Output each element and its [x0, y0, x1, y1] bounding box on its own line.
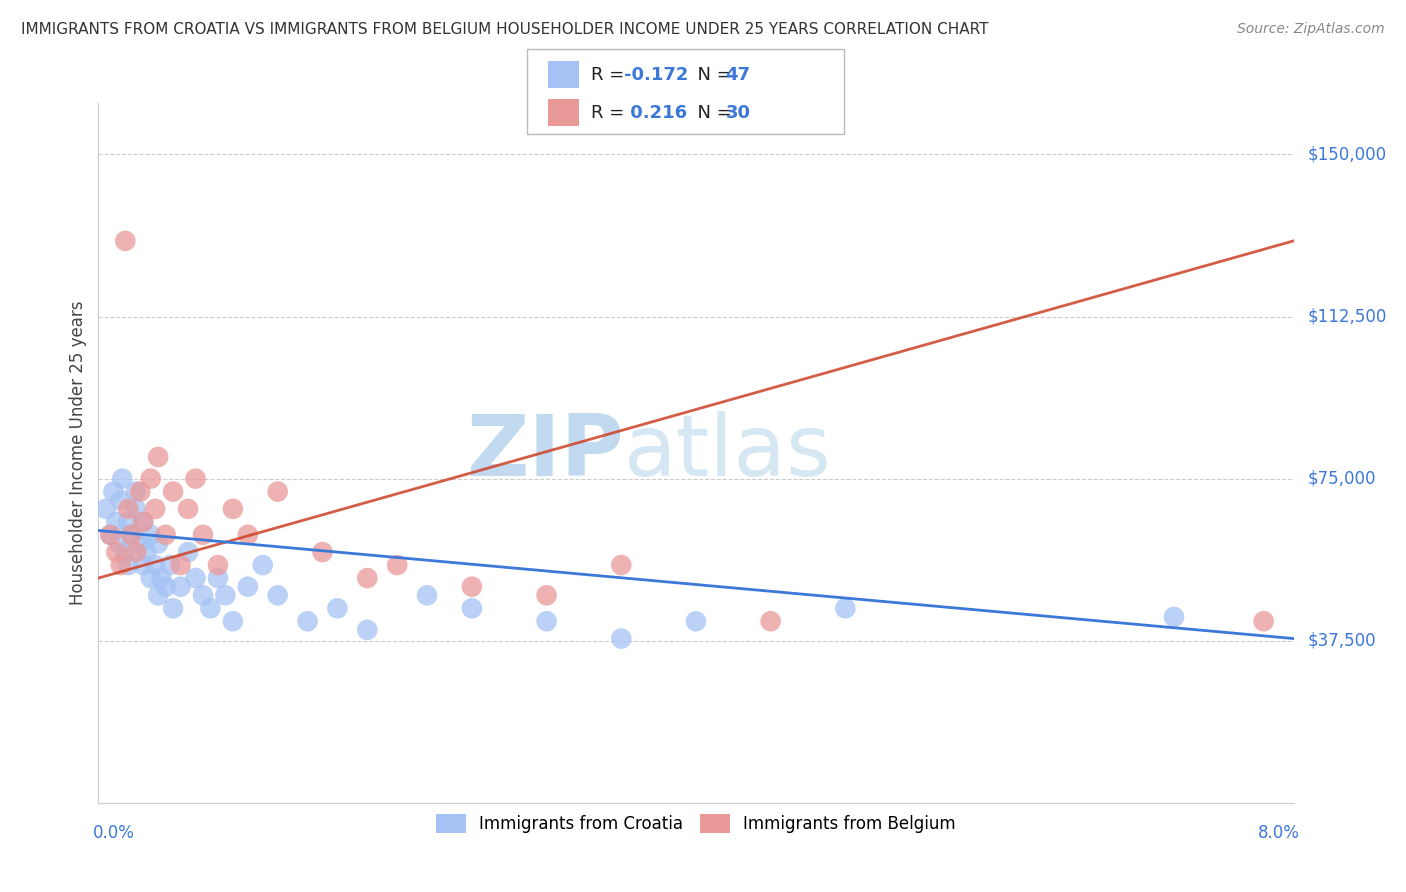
Text: IMMIGRANTS FROM CROATIA VS IMMIGRANTS FROM BELGIUM HOUSEHOLDER INCOME UNDER 25 Y: IMMIGRANTS FROM CROATIA VS IMMIGRANTS FR… — [21, 22, 988, 37]
Point — [117, 501, 139, 516]
Point — [132, 515, 155, 529]
Legend: Immigrants from Croatia, Immigrants from Belgium: Immigrants from Croatia, Immigrants from… — [429, 807, 963, 840]
Point — [207, 571, 229, 585]
Text: 0.0%: 0.0% — [93, 824, 135, 842]
Point — [162, 601, 184, 615]
Point — [148, 536, 170, 550]
Point — [184, 472, 207, 486]
Point — [461, 601, 484, 615]
Point — [207, 558, 229, 572]
Point — [326, 601, 349, 615]
Point — [155, 528, 177, 542]
Point — [117, 558, 139, 572]
Point — [191, 588, 214, 602]
Text: N =: N = — [686, 103, 738, 121]
Point — [297, 614, 319, 628]
Text: 30: 30 — [725, 103, 751, 121]
Text: $37,500: $37,500 — [1308, 632, 1376, 649]
Point — [108, 536, 131, 550]
Point — [105, 515, 128, 529]
Point — [1253, 614, 1275, 628]
Point — [110, 558, 132, 572]
Point — [139, 528, 162, 542]
Point — [143, 501, 166, 516]
Point — [162, 484, 184, 499]
Text: 0.216: 0.216 — [624, 103, 688, 121]
Point — [120, 528, 142, 542]
Point — [236, 580, 259, 594]
Point — [150, 571, 173, 585]
Point — [135, 545, 157, 559]
Text: Source: ZipAtlas.com: Source: ZipAtlas.com — [1237, 22, 1385, 37]
Point — [148, 588, 170, 602]
Point — [356, 571, 378, 585]
Point — [148, 450, 170, 464]
Point — [416, 588, 439, 602]
Point — [356, 623, 378, 637]
Point — [610, 558, 633, 572]
Point — [125, 545, 148, 559]
Text: -0.172: -0.172 — [624, 66, 689, 84]
Point — [461, 580, 484, 594]
Point — [222, 501, 245, 516]
Point — [214, 588, 236, 602]
Text: ZIP: ZIP — [467, 411, 624, 494]
Point — [252, 558, 274, 572]
Point — [98, 528, 122, 542]
Point — [222, 614, 245, 628]
Point — [200, 601, 222, 615]
Point — [177, 501, 200, 516]
Point — [111, 472, 134, 486]
Point — [129, 536, 152, 550]
Point — [114, 545, 136, 559]
Point — [177, 545, 200, 559]
Point — [169, 580, 191, 594]
Point — [132, 558, 155, 572]
Point — [125, 484, 148, 499]
Point — [159, 558, 181, 572]
Point — [105, 545, 128, 559]
Point — [129, 484, 152, 499]
Point — [132, 515, 155, 529]
Text: R =: R = — [591, 66, 630, 84]
Text: R =: R = — [591, 103, 630, 121]
Text: 47: 47 — [725, 66, 751, 84]
Point — [759, 614, 782, 628]
Point — [267, 588, 290, 602]
Point — [120, 528, 142, 542]
Text: 8.0%: 8.0% — [1257, 824, 1299, 842]
Point — [98, 528, 122, 542]
Point — [1163, 610, 1185, 624]
Point — [184, 571, 207, 585]
Point — [114, 234, 136, 248]
Point — [155, 580, 177, 594]
Point — [267, 484, 290, 499]
Point — [385, 558, 409, 572]
Text: N =: N = — [686, 66, 738, 84]
Text: $75,000: $75,000 — [1308, 469, 1376, 488]
Point — [143, 558, 166, 572]
Text: $150,000: $150,000 — [1308, 145, 1386, 163]
Point — [169, 558, 191, 572]
Point — [834, 601, 856, 615]
Text: $112,500: $112,500 — [1308, 308, 1388, 326]
Point — [610, 632, 633, 646]
Point — [536, 588, 558, 602]
Point — [103, 484, 125, 499]
Y-axis label: Householder Income Under 25 years: Householder Income Under 25 years — [69, 301, 87, 605]
Point — [139, 472, 162, 486]
Point — [191, 528, 214, 542]
Point — [139, 571, 162, 585]
Point — [117, 515, 139, 529]
Point — [536, 614, 558, 628]
Point — [125, 501, 148, 516]
Point — [236, 528, 259, 542]
Point — [110, 493, 132, 508]
Point — [685, 614, 707, 628]
Point — [311, 545, 333, 559]
Point — [94, 501, 117, 516]
Text: atlas: atlas — [624, 411, 832, 494]
